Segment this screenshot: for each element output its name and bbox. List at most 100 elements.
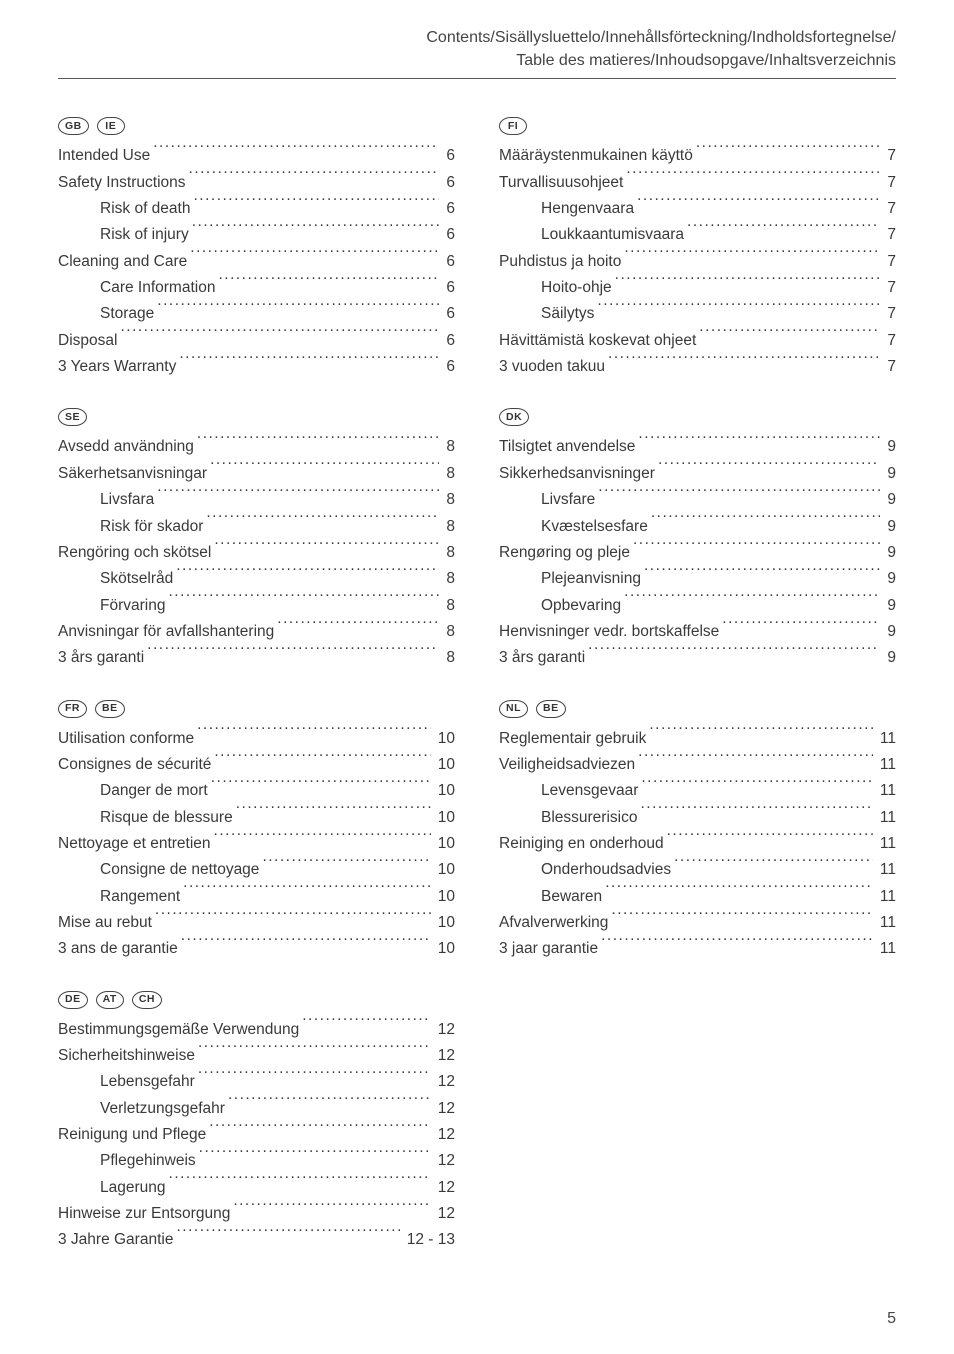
- toc-entry: Blessurerisico11: [499, 805, 896, 831]
- toc-leader-dots: [699, 329, 880, 345]
- header-line-1: Contents/Sisällysluettelo/Innehållsförte…: [58, 26, 896, 49]
- header-line-2: Table des matieres/Inhoudsopgave/Inhalts…: [58, 49, 896, 72]
- toc-label: Anvisningar för avfallshantering: [58, 619, 274, 645]
- toc-entry: Safety Instructions6: [58, 170, 455, 196]
- country-badge: DE: [58, 991, 88, 1009]
- toc-label: 3 Jahre Garantie: [58, 1227, 173, 1253]
- country-badge: GB: [58, 117, 89, 135]
- toc-page: 6: [442, 222, 455, 248]
- toc-label: 3 Years Warranty: [58, 354, 176, 380]
- toc-page: 10: [434, 831, 455, 857]
- toc-entry: Förvaring8: [58, 593, 455, 619]
- country-badge-row: FRBE: [58, 700, 455, 718]
- page-number: 5: [887, 1310, 896, 1328]
- toc-page: 9: [883, 540, 896, 566]
- toc-entry: Reinigung und Pflege12: [58, 1122, 455, 1148]
- toc-label: Skötselråd: [58, 566, 173, 592]
- toc-entry: Määräystenmukainen käyttö7: [499, 143, 896, 169]
- toc-entry: Hinweise zur Entsorgung12: [58, 1201, 455, 1227]
- toc-label: Hengenvaara: [499, 196, 634, 222]
- toc-leader-dots: [169, 1176, 431, 1192]
- header-rule: [58, 78, 896, 79]
- toc-entry: Hävittämistä koskevat ohjeet7: [499, 328, 896, 354]
- toc-label: Reiniging en onderhoud: [499, 831, 664, 857]
- toc-page: 11: [876, 884, 896, 910]
- toc-label: Consigne de nettoyage: [58, 857, 259, 883]
- toc-label: 3 års garanti: [58, 645, 144, 671]
- toc-leader-dots: [638, 753, 873, 769]
- toc-label: Reinigung und Pflege: [58, 1122, 206, 1148]
- toc-label: 3 vuoden takuu: [499, 354, 605, 380]
- toc-leader-dots: [198, 1071, 431, 1087]
- right-column: FIMääräystenmukainen käyttö7Turvallisuus…: [499, 111, 896, 1281]
- toc-entry: Loukkaantumisvaara7: [499, 222, 896, 248]
- toc-page: 8: [442, 461, 455, 487]
- toc-section: NLBEReglementair gebruik11Veiligheidsadv…: [499, 700, 896, 963]
- toc-entry: Risk of injury6: [58, 222, 455, 248]
- toc-page: 10: [434, 884, 455, 910]
- country-badge-row: SE: [58, 408, 455, 426]
- toc-section: SEAvsedd användning8Säkerhetsanvisningar…: [58, 408, 455, 671]
- toc-label: Levensgevaar: [499, 778, 638, 804]
- toc-leader-dots: [236, 806, 431, 822]
- toc-label: Rengöring och skötsel: [58, 540, 211, 566]
- toc-leader-dots: [189, 171, 440, 187]
- toc-page: 6: [442, 328, 455, 354]
- toc-label: Puhdistus ja hoito: [499, 249, 621, 275]
- country-badge: NL: [499, 700, 528, 718]
- toc-label: Lebensgefahr: [58, 1069, 195, 1095]
- toc-entry: 3 ans de garantie10: [58, 936, 455, 962]
- header: Contents/Sisällysluettelo/Innehållsförte…: [58, 26, 896, 72]
- toc-leader-dots: [649, 727, 873, 743]
- toc-leader-dots: [638, 436, 880, 452]
- toc-page: 9: [883, 619, 896, 645]
- toc-label: Risque de blessure: [58, 805, 233, 831]
- toc-section: DEATCHBestimmungsgemäße Verwendung12Sich…: [58, 991, 455, 1254]
- toc-leader-dots: [626, 171, 880, 187]
- toc-entry: Cleaning and Care6: [58, 249, 455, 275]
- toc-page: 11: [876, 778, 896, 804]
- toc-label: Hävittämistä koskevat ohjeet: [499, 328, 696, 354]
- toc-page: 12: [434, 1096, 455, 1122]
- toc-label: Turvallisuusohjeet: [499, 170, 623, 196]
- toc-entry: Hoito-ohje7: [499, 275, 896, 301]
- toc-label: Veiligheidsadviezen: [499, 752, 635, 778]
- toc-entry: 3 jaar garantie11: [499, 936, 896, 962]
- toc-label: Reglementair gebruik: [499, 726, 646, 752]
- toc-entry: Kvæstelsesfare9: [499, 514, 896, 540]
- toc-leader-dots: [193, 198, 439, 214]
- toc-label: Care Information: [58, 275, 215, 301]
- toc-page: 7: [883, 249, 896, 275]
- toc-label: Danger de mort: [58, 778, 208, 804]
- toc-leader-dots: [624, 250, 880, 266]
- toc-leader-dots: [199, 1150, 431, 1166]
- toc-label: Kvæstelsesfare: [499, 514, 648, 540]
- toc-label: Afvalverwerking: [499, 910, 608, 936]
- toc-leader-dots: [228, 1097, 431, 1113]
- toc-label: Blessurerisico: [499, 805, 637, 831]
- toc-leader-dots: [183, 885, 431, 901]
- toc-entry: Levensgevaar 11: [499, 778, 896, 804]
- toc-label: Rangement: [58, 884, 180, 910]
- toc-label: Intended Use: [58, 143, 150, 169]
- toc-entry: Rengøring og pleje9: [499, 540, 896, 566]
- toc-label: Opbevaring: [499, 593, 621, 619]
- toc-label: Förvaring: [58, 593, 165, 619]
- toc-entry: Afvalverwerking11: [499, 910, 896, 936]
- toc-entry: 3 vuoden takuu7: [499, 354, 896, 380]
- toc-page: 11: [876, 752, 896, 778]
- toc-page: 10: [434, 805, 455, 831]
- toc-leader-dots: [608, 356, 880, 372]
- toc-label: Sicherheitshinweise: [58, 1043, 195, 1069]
- country-badge: SE: [58, 408, 87, 426]
- toc-leader-dots: [597, 303, 880, 319]
- toc-label: Disposal: [58, 328, 117, 354]
- toc-page: 12: [434, 1201, 455, 1227]
- toc-label: Tilsigtet anvendelse: [499, 434, 635, 460]
- toc-entry: Risk of death6: [58, 196, 455, 222]
- toc-leader-dots: [155, 911, 431, 927]
- toc-entry: Livsfara8: [58, 487, 455, 513]
- toc-page: 8: [442, 434, 455, 460]
- country-badge-row: NLBE: [499, 700, 896, 718]
- toc-entry: Reglementair gebruik11: [499, 726, 896, 752]
